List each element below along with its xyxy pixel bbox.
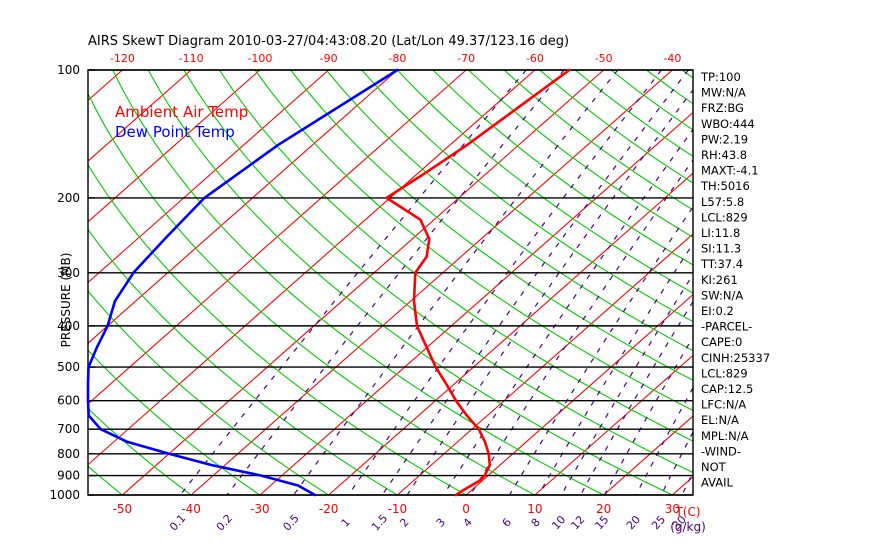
stats-line: CAPE:0: [701, 335, 742, 349]
pressure-tick-label: 100: [57, 63, 80, 77]
top-temperature-tick-label: -70: [457, 52, 475, 65]
pressure-tick-label: 800: [57, 447, 80, 461]
bottom-temperature-tick-label: -10: [388, 502, 408, 516]
temperature-axis-label: T(C): [674, 505, 700, 519]
pressure-tick-label: 300: [57, 266, 80, 280]
stats-line: EI:0.2: [701, 304, 734, 318]
bottom-temperature-tick-label: 20: [596, 502, 611, 516]
stats-line: LCL:829: [701, 210, 748, 224]
stats-line: MW:N/A: [701, 86, 746, 100]
pressure-axis-label: PRESSURE (MB): [59, 253, 73, 348]
plot-frame: [87, 69, 694, 496]
stats-line: -PARCEL-: [701, 320, 752, 334]
stats-line: WBO:444: [701, 117, 755, 131]
bottom-temperature-axis: -50 -40 -30 -20 -10 0 10 20 30: [113, 502, 680, 516]
stats-line: MAXT:-4.1: [701, 164, 759, 178]
stats-line: EL:N/A: [701, 413, 739, 427]
top-temperature-tick-label: -60: [526, 52, 544, 65]
top-temperature-tick-label: -40: [663, 52, 681, 65]
pressure-axis: 100 200 300 400 500 600 700 800 900 1000: [49, 63, 95, 502]
stats-line: NOT: [701, 460, 727, 474]
mixing-ratio-lines: [179, 70, 693, 495]
bottom-temperature-tick-label: -40: [181, 502, 201, 516]
top-temperature-tick-label: -100: [247, 52, 272, 65]
bottom-temperature-tick-label: 0: [462, 502, 470, 516]
pressure-tick-label: 900: [57, 469, 80, 483]
stats-line: RH:43.8: [701, 148, 747, 162]
temperature-profile-line: [385, 68, 571, 497]
bottom-temperature-tick-label: 10: [527, 502, 542, 516]
dry-adiabat-lines: [88, 70, 693, 495]
stats-line: -WIND-: [701, 444, 741, 458]
page-title: AIRS SkewT Diagram 2010-03-27/04:43:08.2…: [88, 34, 569, 49]
top-temperature-tick-label: -50: [595, 52, 613, 65]
dewpoint-profile-line: [86, 68, 399, 497]
stats-line: PW:2.19: [701, 132, 748, 146]
stats-line: SI:11.3: [701, 242, 741, 256]
stats-line: TH:5016: [700, 179, 750, 193]
stats-line: KI:261: [701, 273, 738, 287]
stats-line: TP:100: [700, 70, 741, 84]
pressure-tick-label: 1000: [49, 488, 80, 502]
top-temperature-tick-label: -90: [320, 52, 338, 65]
top-temperature-tick-label: -120: [110, 52, 135, 65]
stats-line: CINH:25337: [701, 351, 770, 365]
bottom-temperature-tick-label: -30: [250, 502, 270, 516]
pressure-tick-label: 400: [57, 319, 80, 333]
stats-line: LI:11.8: [701, 226, 740, 240]
stats-line: SW:N/A: [701, 288, 743, 302]
pressure-tick-label: 500: [57, 360, 80, 374]
pressure-tick-label: 700: [57, 422, 80, 436]
bottom-temperature-tick-label: -20: [319, 502, 339, 516]
pressure-tick-label: 200: [57, 191, 80, 205]
top-temperature-tick-label: -110: [179, 52, 204, 65]
stats-line: CAP:12.5: [701, 382, 753, 396]
mixing-ratio-axis-label: (g/kg): [670, 520, 706, 534]
top-temperature-tick-label: -80: [388, 52, 406, 65]
stats-line: TT:37.4: [700, 257, 743, 271]
stats-line: FRZ:BG: [701, 101, 744, 115]
legend-ambient-air-temp: Ambient Air Temp: [115, 103, 248, 121]
stats-line: MPL:N/A: [701, 429, 749, 443]
stats-line: LFC:N/A: [701, 398, 746, 412]
stats-line: L57:5.8: [701, 195, 744, 209]
stats-line: LCL:829: [701, 366, 748, 380]
bottom-temperature-tick-label: -50: [113, 502, 133, 516]
top-temperature-axis: -120 -110 -100 -90 -80 -70 -60 -50 -40: [110, 52, 681, 65]
pressure-tick-label: 600: [57, 394, 80, 408]
bottom-temperature-tick-label: 30: [665, 502, 680, 516]
isotherm-lines: [87, 69, 694, 496]
stats-line: AVAIL: [701, 476, 734, 490]
legend-dew-point-temp: Dew Point Temp: [115, 123, 235, 141]
